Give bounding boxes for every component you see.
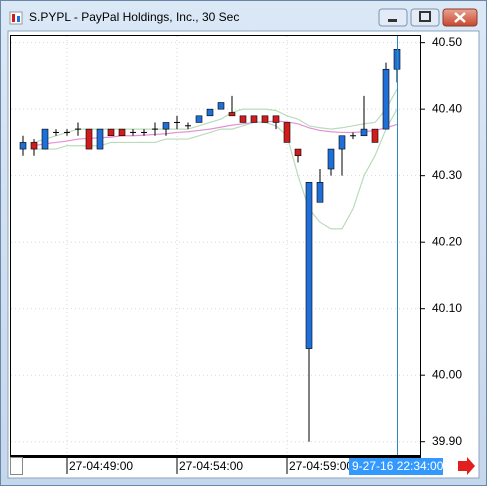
candle-body — [118, 128, 126, 137]
overlay-line — [34, 108, 398, 230]
app-icon — [9, 11, 23, 25]
overlay-line — [33, 88, 398, 143]
x-tick-label: 27-04:59:00 — [289, 459, 353, 473]
candle-body — [272, 115, 280, 123]
candle-body — [283, 122, 291, 143]
close-button[interactable] — [442, 8, 478, 27]
candle-body — [305, 182, 313, 349]
scroll-right-arrow[interactable] — [458, 457, 475, 475]
x-tick-label: 27-04:54:00 — [179, 459, 243, 473]
minimize-button[interactable] — [378, 8, 408, 27]
candle-body — [228, 112, 236, 117]
scroll-handle[interactable] — [10, 457, 23, 475]
y-tick-label: 40.20 — [432, 234, 462, 248]
candle-body — [217, 102, 225, 110]
y-tick-label: 40.50 — [432, 35, 462, 49]
candle-body — [338, 135, 346, 150]
candle-body — [382, 68, 390, 130]
candle-body — [239, 115, 247, 123]
overlay-line — [33, 120, 398, 147]
candle-body — [85, 128, 93, 150]
candle-body — [360, 128, 368, 137]
y-tick-label: 40.40 — [432, 101, 462, 115]
y-tick-label: 40.10 — [432, 301, 462, 315]
y-tick-label: 39.90 — [432, 434, 462, 448]
y-tick-label: 40.00 — [432, 367, 462, 381]
candle-body — [19, 142, 27, 150]
client-area — [7, 30, 480, 479]
candle-body — [96, 128, 104, 150]
candle-body — [250, 115, 258, 123]
candle-body — [195, 115, 203, 123]
candle-body — [107, 128, 115, 137]
candle-body — [294, 148, 302, 157]
y-tick-label: 40.30 — [432, 168, 462, 182]
candle-body — [30, 142, 38, 150]
candle-body — [261, 115, 269, 123]
candle-body — [41, 128, 49, 150]
candle-body — [316, 182, 324, 203]
cursor-label-bg — [349, 458, 443, 475]
cursor-label: 9-27-16 22:34:00 — [352, 459, 444, 473]
window-title: S.PYPL - PayPal Holdings, Inc., 30 Sec — [29, 10, 239, 24]
candle-body — [206, 108, 214, 117]
candle-body — [371, 128, 379, 143]
candle-body — [327, 148, 335, 170]
x-tick-label: 27-04:49:00 — [69, 459, 133, 473]
maximize-button[interactable] — [410, 8, 440, 27]
candle-body — [162, 122, 170, 130]
